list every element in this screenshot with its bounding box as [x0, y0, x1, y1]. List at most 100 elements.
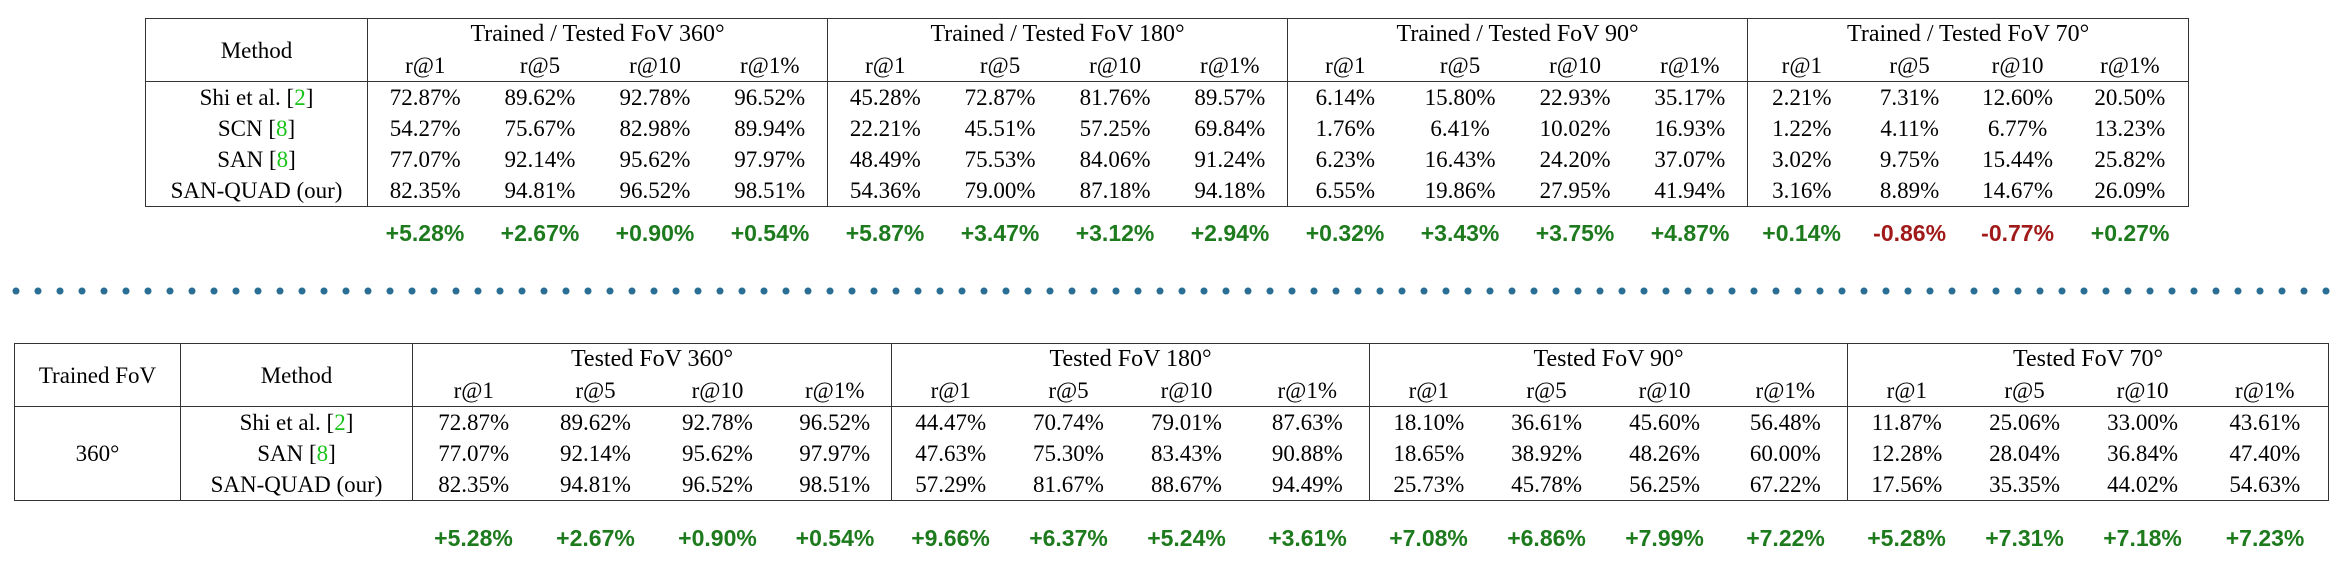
value-cell: 87.18%	[1057, 175, 1173, 207]
metric-header: r@1	[1747, 50, 1856, 82]
method-name: SCN	[217, 116, 263, 141]
citation-link[interactable]: 2	[294, 85, 306, 110]
value-cell: 82.35%	[367, 175, 483, 207]
metric-header: r@5	[1965, 375, 2084, 407]
value-cell: 41.94%	[1632, 175, 1749, 207]
value-cell: 9.75%	[1879, 147, 1940, 172]
improvement-value: +7.08%	[1389, 525, 1468, 551]
metric-header: r@1	[412, 375, 535, 407]
value-cell: 36.61%	[1511, 410, 1582, 435]
value-cell: 92.78%	[682, 410, 753, 435]
improvement-value: +7.99%	[1625, 525, 1704, 551]
value-cell: 27.95%	[1517, 175, 1633, 207]
citation-link[interactable]: 8	[276, 147, 289, 172]
value-cell: 25.82%	[2071, 144, 2190, 175]
metric-header: r@10	[597, 50, 713, 82]
improvement-value: +7.18%	[2103, 525, 2182, 551]
method-name: SAN	[217, 147, 264, 172]
value-cell: 35.35%	[1965, 469, 2084, 501]
value-cell: 69.84%	[1172, 113, 1289, 144]
method-cell: SAN-QUAD (our)	[145, 175, 368, 207]
method-name: Shi et al.	[199, 85, 281, 110]
value-cell: 89.94%	[712, 113, 829, 144]
value-cell: 75.30%	[1033, 441, 1104, 466]
metric-header: r@5	[1009, 375, 1128, 407]
metric-header: r@1%	[2201, 375, 2330, 407]
table-row: SAN [8] 77.07% 92.14% 95.62% 97.97% 47.63% 75.…	[15, 438, 2330, 469]
improvement-value: -0.86%	[1873, 220, 1947, 246]
value-cell: 15.44%	[1982, 147, 2054, 172]
method-header: Method	[145, 18, 368, 82]
value-cell: 18.10%	[1393, 410, 1465, 435]
value-cell: 14.67%	[1963, 175, 2072, 207]
metric-header: r@1	[891, 375, 1010, 407]
value-cell: 79.00%	[942, 175, 1058, 207]
value-cell: 1.22%	[1772, 116, 1832, 141]
value-cell: 67.22%	[1723, 469, 1849, 501]
value-cell: 8.89%	[1855, 175, 1964, 207]
method-cell: SAN [8]	[180, 438, 413, 469]
improvement-value: +7.31%	[1985, 525, 2064, 551]
value-cell: 94.49%	[1245, 469, 1371, 501]
value-cell: 36.84%	[2107, 441, 2178, 466]
value-cell: 45.78%	[1487, 469, 1606, 501]
metric-header: r@1%	[1723, 375, 1849, 407]
method-name: SAN	[257, 441, 304, 466]
value-cell: 6.41%	[1430, 116, 1490, 141]
method-cell: Shi et al. [2]	[180, 406, 413, 438]
value-cell: 98.51%	[712, 175, 829, 207]
method-cell: SAN [8]	[145, 144, 368, 175]
method-header: Method	[180, 343, 413, 407]
metric-header: r@5	[1487, 375, 1606, 407]
value-cell: 24.20%	[1539, 147, 1611, 172]
value-cell: 87.63%	[1245, 406, 1371, 438]
metric-header: r@1	[1847, 375, 1966, 407]
improvement-value: +7.23%	[2225, 525, 2305, 551]
value-cell: 6.23%	[1315, 147, 1376, 172]
metric-header: r@1	[367, 50, 483, 82]
value-cell: 57.29%	[891, 469, 1010, 501]
value-cell: 79.01%	[1151, 410, 1222, 435]
value-cell: 48.49%	[849, 147, 921, 172]
citation-link[interactable]: 8	[316, 441, 329, 466]
improvement-value: +0.27%	[2090, 220, 2170, 246]
value-cell: 98.51%	[778, 469, 893, 501]
value-cell: 22.93%	[1539, 85, 1611, 110]
value-cell: 17.56%	[1847, 469, 1966, 501]
value-cell: 44.47%	[915, 410, 987, 435]
value-cell: 56.48%	[1723, 406, 1849, 438]
improvement-value: +0.14%	[1762, 220, 1841, 246]
improvement-value: +2.94%	[1190, 220, 1270, 246]
value-cell: 44.02%	[2083, 469, 2202, 501]
group-header: Trained / Tested FoV 70°	[1747, 18, 2190, 50]
improvement-value: -0.77%	[1981, 220, 2055, 246]
value-cell: 88.67%	[1127, 469, 1246, 501]
metric-header: r@1%	[712, 50, 829, 82]
metric-header: r@1%	[778, 375, 893, 407]
improvement-value: +3.75%	[1535, 220, 1615, 246]
table-row: 360° Shi et al. [2] 72.87% 89.62% 92.78% 96.5…	[14, 406, 2330, 501]
value-cell: 45.51%	[964, 116, 1036, 141]
trained-fov-cell: 360°	[14, 406, 181, 501]
citation-link[interactable]: 8	[276, 116, 288, 141]
metric-header: r@1	[1369, 375, 1488, 407]
value-cell: 56.25%	[1605, 469, 1724, 501]
metric-header: r@5	[1402, 50, 1518, 82]
improvement-value: +3.47%	[960, 220, 1040, 246]
value-cell: 92.14%	[504, 147, 576, 172]
value-cell: 95.62%	[682, 441, 753, 466]
value-cell: 28.04%	[1989, 441, 2060, 466]
table-row: SAN-QUAD (our) 82.35% 94.81% 96.52% 98.51% 54…	[145, 175, 2190, 207]
metric-header: r@1%	[2071, 50, 2190, 82]
citation-link[interactable]: 2	[334, 410, 346, 435]
metric-header: r@1%	[1172, 50, 1289, 82]
value-cell: 33.00%	[2107, 410, 2178, 435]
metric-header: r@10	[1517, 50, 1633, 82]
value-cell: 12.60%	[1982, 85, 2054, 110]
group-header: Trained / Tested FoV 90°	[1287, 18, 1749, 50]
value-cell: 54.63%	[2201, 469, 2330, 501]
improvement-value: +2.67%	[556, 525, 635, 551]
value-cell: 26.09%	[2071, 175, 2190, 207]
value-cell: 16.93%	[1632, 113, 1749, 144]
value-cell: 6.77%	[1987, 116, 2048, 141]
